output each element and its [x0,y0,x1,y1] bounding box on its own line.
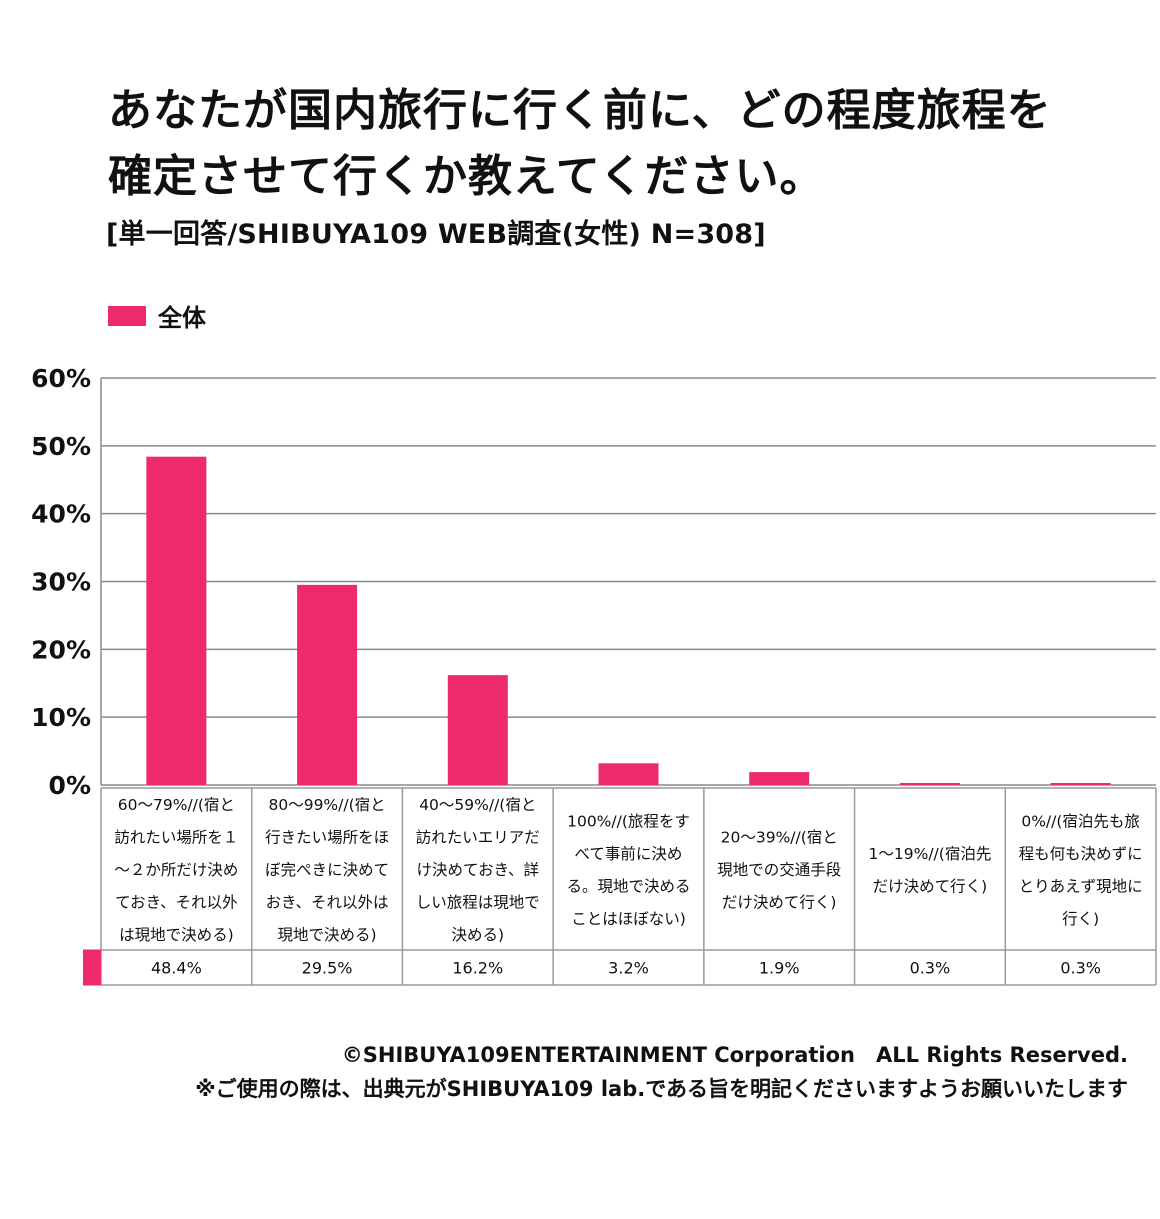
category-label-line: 60〜79%//(宿と [118,796,235,814]
value-label: 29.5% [302,959,353,978]
bar [447,675,508,785]
category-label-line: 行きたい場所をほ [265,829,389,847]
category-label-line: おき、それ以外は [266,894,389,912]
usage-note: ※ご使用の際は、出典元がSHIBUYA109 lab.である旨を明記くださいます… [195,1077,1128,1101]
chart-title: あなたが国内旅行に行く前に、どの程度旅程を 確定させて行くか教えてください。 [108,78,1138,210]
bar [749,772,810,785]
bar [1050,782,1111,785]
category-label-line: 80〜99%//(宿と [268,796,385,814]
y-tick-label: 30% [31,568,91,597]
legend: 全体 [108,298,206,333]
category-label-line: 行く) [1062,910,1099,928]
value-label: 16.2% [452,959,503,978]
value-label: 1.9% [759,959,800,978]
bar [899,782,960,785]
chart-title-line-2: 確定させて行くか教えてください。 [108,151,825,202]
category-label-line: ぼ完ぺきに決めて [265,861,389,879]
category-label-line: け決めておき、詳 [417,861,539,879]
category-label-line: は現地で決める) [119,926,234,944]
category-label-line: しい旅程は現地で [416,894,540,912]
category-label-line: とりあえず現地に [1019,877,1143,895]
chart-subtitle: [単一回答/SHIBUYA109 WEB調査(女性) N=308] [106,219,766,250]
table-series-swatch [83,950,101,985]
category-label-line: 0%//(宿泊先も旅 [1021,812,1140,830]
legend-label: 全体 [158,304,206,332]
category-label-line: 程も何も決めずに [1019,845,1143,863]
category-label-line: べて事前に決め [575,845,683,863]
value-label: 3.2% [608,959,649,978]
footer: ©SHIBUYA109ENTERTAINMENT Corporation ALL… [195,1038,1128,1106]
chart-title-line-1: あなたが国内旅行に行く前に、どの程度旅程を [108,85,1052,136]
y-tick-label: 50% [31,432,91,461]
category-label-line: 〜２か所だけ決め [114,861,238,879]
value-label: 0.3% [910,959,951,978]
category-label-line: 訪れたいエリアだ [416,829,540,847]
category-label-line: 訪れたい場所を１ [114,829,238,847]
category-label-line: 1〜19%//(宿泊先 [869,845,992,863]
category-label-line: る。現地で決める [566,877,690,895]
category-label-line: だけ決めて行く) [873,877,988,895]
category-label-line: 決める) [452,926,505,944]
category-label-line: 20〜39%//(宿と [721,829,838,847]
bar [297,584,358,785]
copyright-text: ©SHIBUYA109ENTERTAINMENT Corporation ALL… [341,1043,1128,1067]
y-tick-label: 10% [31,703,91,732]
y-tick-label: 60% [31,364,91,393]
value-label: 0.3% [1060,959,1101,978]
category-label-line: 現地での交通手段 [717,861,841,879]
y-tick-label: 40% [31,500,91,529]
y-tick-label: 20% [31,635,91,664]
category-label-line: ことはほぼない) [571,910,686,928]
category-label-line: だけ決めて行く) [722,894,837,912]
bar [146,456,207,785]
category-label-line: 現地で決める) [278,926,377,944]
bar [598,763,659,785]
category-label-line: 40〜59%//(宿と [419,796,536,814]
y-tick-label: 0% [49,771,91,800]
value-label: 48.4% [151,959,202,978]
legend-swatch [108,305,146,326]
category-label-line: ておき、それ以外 [115,894,237,912]
category-label-line: 100%//(旅程をす [567,812,690,830]
